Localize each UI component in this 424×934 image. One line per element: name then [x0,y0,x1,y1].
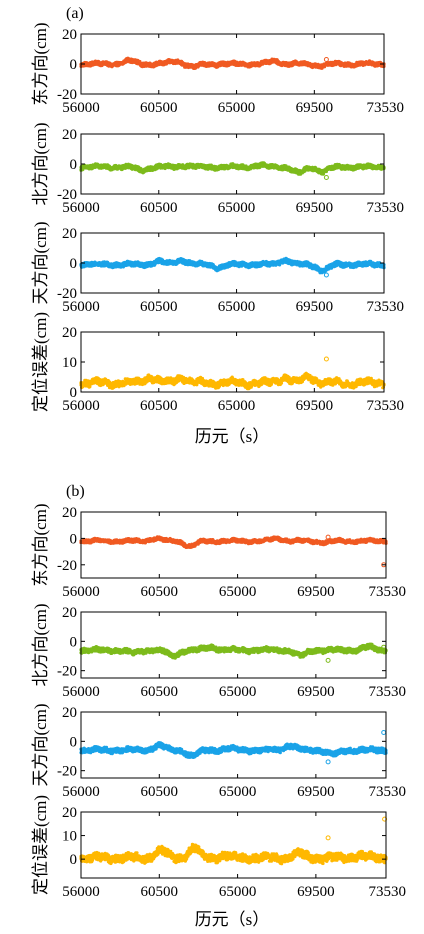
x-tick-label: 69500 [296,299,334,315]
x-tick-label: 60500 [140,200,178,216]
y-tick-label: 20 [62,127,77,143]
x-tick-label: 60500 [140,299,178,315]
x-tick-label: 73530 [367,299,405,315]
panel-b-xlabel: 历元（s） [195,910,270,929]
x-tick-label: 69500 [296,100,334,116]
y-axis-label: 天方向(cm) [31,221,50,304]
x-tick-label: 60500 [140,100,178,116]
x-tick-label: 56000 [62,100,100,116]
y-tick-label: 20 [62,27,77,43]
y-axis-label: 北方向(cm) [31,122,50,205]
x-tick-label: 56000 [62,299,100,315]
outlier-point [323,57,329,62]
series-points [79,56,386,70]
outlier-point [323,272,329,278]
x-tick-label: 65000 [218,299,256,315]
series-points [79,356,386,391]
series-points [79,256,386,278]
x-tick-label: 73530 [367,200,405,216]
y-axis-label: 东方向(cm) [31,22,50,105]
series-points [79,161,386,180]
x-tick-label: 69500 [296,200,334,216]
y-tick-label: 20 [62,226,77,242]
x-tick-label: 65000 [218,100,256,116]
y-tick-label: 0 [70,256,78,272]
panel-a-label: (a) [66,5,84,22]
x-tick-label: 65000 [218,200,256,216]
x-tick-label: 73530 [367,100,405,116]
panel-b-label: (b) [66,483,85,500]
outlier-point [323,175,329,180]
panel-a-xlabel: 历元（s） [195,427,270,446]
x-tick-label: 56000 [62,200,100,216]
y-tick-label: 0 [70,157,78,173]
y-tick-label: 0 [70,57,78,73]
